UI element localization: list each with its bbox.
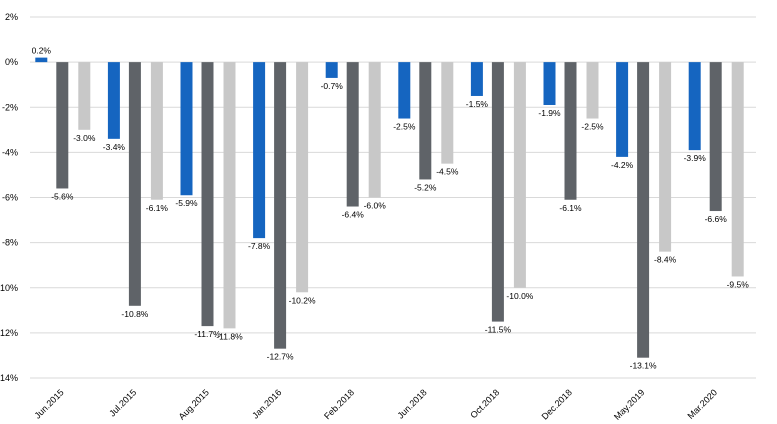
bar (419, 62, 432, 180)
bar (180, 62, 193, 196)
x-tick-label: Jun.2015 (32, 387, 65, 420)
bar (637, 62, 650, 358)
y-tick-label: -2% (2, 102, 18, 112)
y-tick-label: -10% (0, 283, 18, 293)
x-tick-label: Oct.2018 (468, 387, 501, 420)
bar (201, 62, 214, 327)
bar (274, 62, 287, 349)
bar (688, 62, 701, 151)
bar (586, 62, 599, 119)
data-label: -10.0% (506, 291, 533, 301)
x-tick-label: Jul.2015 (107, 387, 138, 418)
bar (107, 62, 120, 139)
data-label: -3.4% (103, 142, 126, 152)
data-label: -5.2% (414, 182, 437, 192)
x-tick-label: May.2019 (612, 387, 647, 422)
bar (325, 62, 338, 78)
data-label: -4.5% (436, 167, 459, 177)
y-tick-label: -6% (2, 193, 18, 203)
x-tick-label: Feb.2018 (322, 387, 356, 421)
bar (616, 62, 629, 157)
bar (128, 62, 141, 306)
bar (470, 62, 483, 96)
data-label: -10.2% (289, 295, 316, 305)
data-label: -11.8% (216, 331, 243, 341)
x-tick-label: Jun.2018 (395, 387, 428, 420)
bar (253, 62, 266, 239)
y-tick-label: 0% (5, 57, 18, 67)
data-label: -2.5% (393, 122, 416, 132)
data-label: -6.0% (364, 201, 387, 211)
x-tick-label: Jan.2016 (250, 387, 283, 420)
x-tick-label: Aug.2015 (177, 387, 211, 421)
data-label: -10.8% (121, 309, 148, 319)
data-label: -6.6% (705, 214, 728, 224)
bar (731, 62, 744, 277)
bar (150, 62, 163, 200)
data-label: -3.0% (73, 133, 96, 143)
bar (346, 62, 359, 207)
data-label: -6.1% (146, 203, 169, 213)
bar (564, 62, 577, 200)
bar (441, 62, 454, 164)
bar (491, 62, 504, 322)
x-tick-label: Mar.2020 (686, 387, 720, 421)
data-label: -4.2% (611, 160, 634, 170)
bar (398, 62, 411, 119)
data-label: -6.1% (559, 203, 582, 213)
data-label: -3.9% (684, 153, 707, 163)
bar (513, 62, 526, 288)
data-label: -5.6% (51, 191, 74, 201)
data-label: -1.9% (538, 108, 561, 118)
data-label: 0.2% (32, 46, 52, 56)
bar (296, 62, 309, 293)
y-tick-label: -14% (0, 373, 18, 383)
bar (368, 62, 381, 198)
bar (709, 62, 722, 212)
data-labels: 0.2% -5.6% -3.0% -3.4% -10.8% -6.1% -5.9% -11.7… (32, 46, 750, 371)
x-tick-label: Dec.2018 (540, 387, 574, 421)
data-label: -9.5% (727, 279, 750, 289)
bars (35, 57, 744, 358)
bar (78, 62, 91, 130)
data-label: -11.7% (194, 329, 221, 339)
data-label: -11.5% (485, 325, 512, 335)
data-label: -0.7% (321, 81, 344, 91)
data-label: -6.4% (342, 210, 365, 220)
bar (223, 62, 236, 329)
data-label: -1.5% (466, 99, 489, 109)
bar (35, 57, 48, 63)
bar (659, 62, 672, 252)
data-label: -13.1% (630, 361, 657, 371)
bar (56, 62, 69, 189)
y-axis-ticks: 2% 0% -2% -4% -6% -8% -10% -12% -14% (0, 12, 18, 383)
bar (543, 62, 556, 105)
y-tick-label: -8% (2, 238, 18, 248)
data-label: -8.4% (654, 255, 677, 265)
y-tick-label: 2% (5, 12, 18, 22)
data-label: -7.8% (248, 241, 271, 251)
y-tick-label: -12% (0, 328, 18, 338)
x-axis-labels: Jun.2015 Jul.2015 Aug.2015 Jan.2016 Feb.2018… (32, 387, 719, 422)
y-tick-label: -4% (2, 147, 18, 157)
data-label: -5.9% (175, 198, 198, 208)
data-label: -12.7% (267, 352, 294, 362)
data-label: -2.5% (581, 122, 604, 132)
